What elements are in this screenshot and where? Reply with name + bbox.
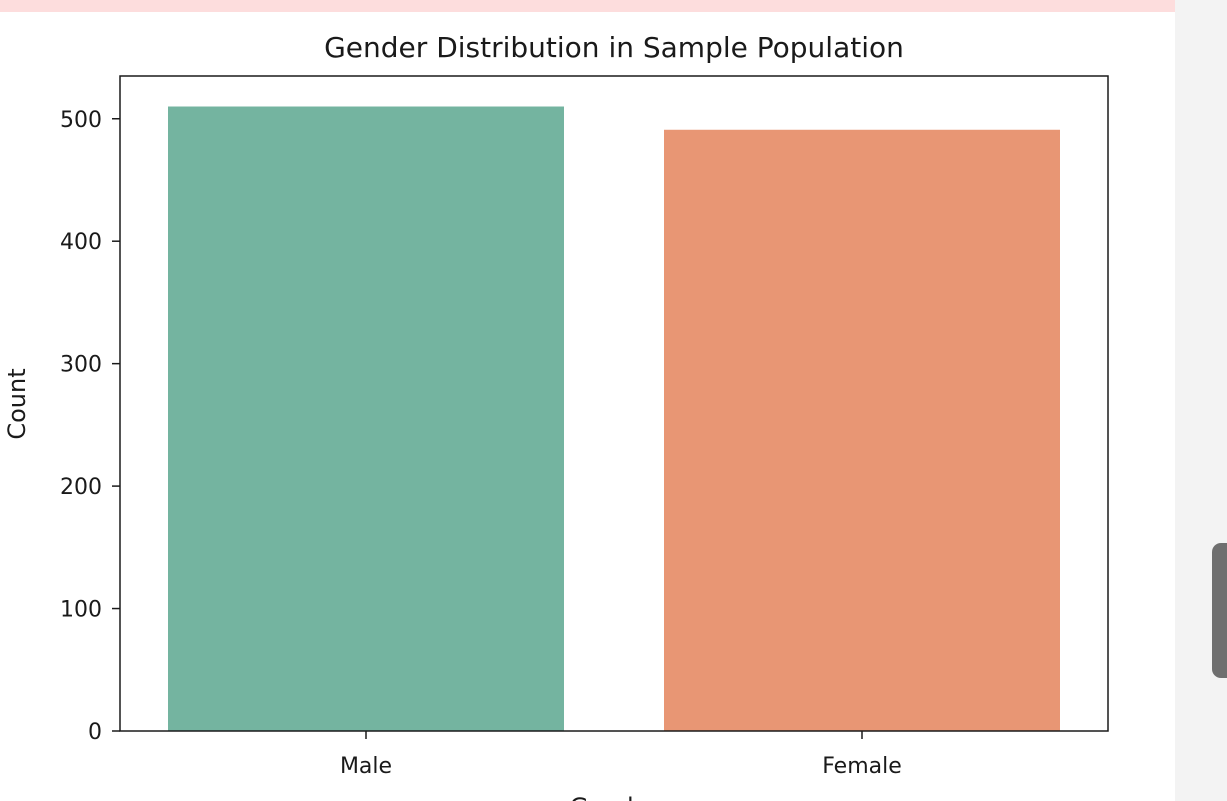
stderr-output-banner	[0, 0, 1175, 12]
bar-female	[664, 129, 1060, 731]
bar-male	[168, 106, 564, 731]
scrollbar-thumb[interactable]	[1212, 543, 1227, 678]
x-axis: Male Female	[340, 731, 902, 779]
y-tick-label: 500	[60, 108, 102, 133]
y-axis: 0 100 200 300 400 500	[60, 108, 120, 745]
x-axis-label: Gender	[570, 793, 659, 801]
plot-area-frame	[119, 75, 1109, 732]
chart-title: Gender Distribution in Sample Population	[324, 31, 904, 64]
y-tick-label: 300	[60, 353, 102, 378]
y-tick-label: 0	[88, 720, 102, 745]
y-tick-label: 100	[60, 598, 102, 623]
bars-layer	[168, 106, 1060, 731]
scrollbar-track[interactable]	[1175, 0, 1227, 801]
y-tick-label: 200	[60, 475, 102, 500]
x-tick-label-female: Female	[822, 754, 902, 779]
bar-chart: Gender Distribution in Sample Population…	[3, 31, 1109, 801]
y-tick-label: 400	[60, 230, 102, 255]
y-axis-label: Count	[3, 368, 31, 439]
x-tick-label-male: Male	[340, 754, 392, 779]
